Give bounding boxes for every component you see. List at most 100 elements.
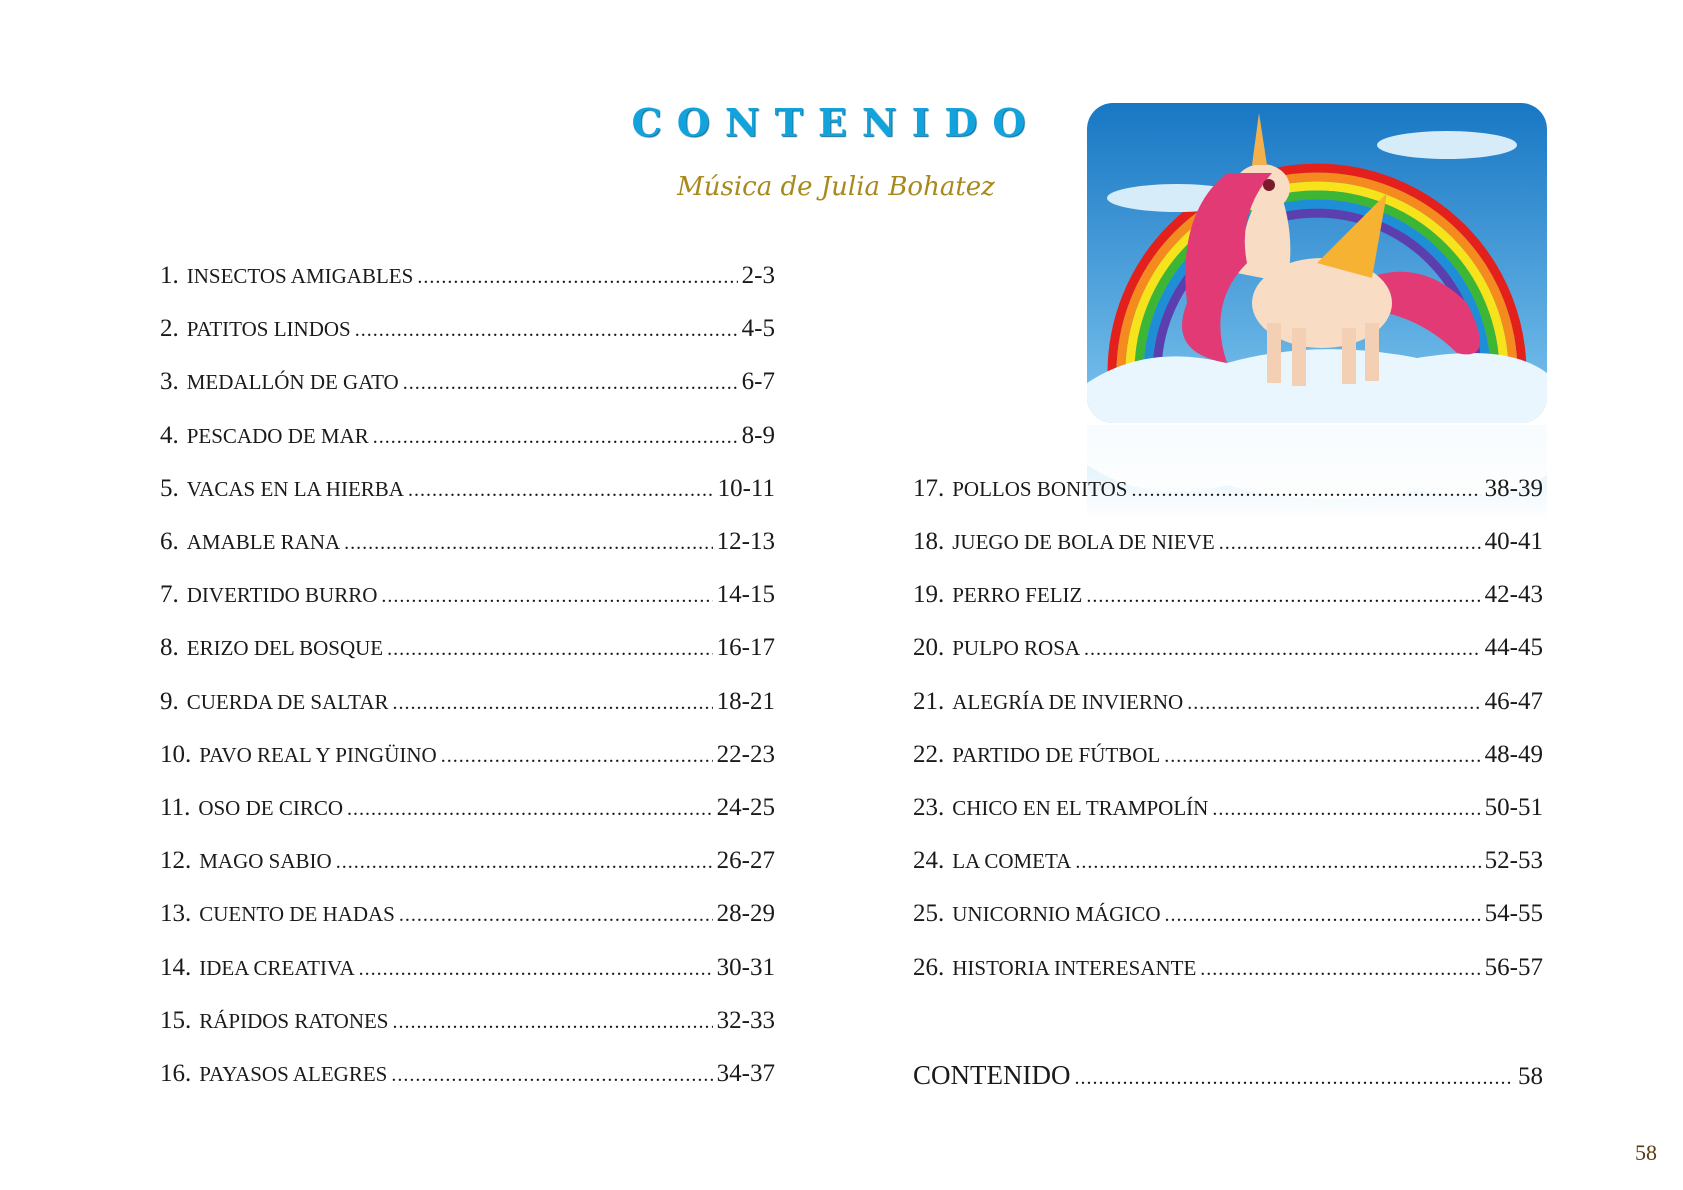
toc-leader-dots: ........................................… bbox=[335, 851, 713, 874]
toc-entry[interactable]: 4. PESCADO DE MAR........................… bbox=[160, 422, 775, 456]
toc-entry-number: 16. bbox=[160, 1060, 192, 1087]
toc-leader-dots: ........................................… bbox=[1187, 691, 1481, 714]
toc-entry-pages: 54-55 bbox=[1484, 900, 1543, 928]
toc-entry-pages: 14-15 bbox=[716, 581, 775, 609]
toc-leader-dots: ........................................… bbox=[387, 638, 713, 661]
toc-entry-number: 7. bbox=[160, 581, 179, 609]
unicorn-illustration bbox=[1087, 103, 1547, 423]
toc-entry[interactable]: 20. PULPO ROSA...........................… bbox=[913, 634, 1543, 668]
toc-leader-dots: ........................................… bbox=[407, 478, 714, 501]
toc-entry-title: HISTORIA INTERESANTE bbox=[952, 955, 1197, 980]
toc-entry-pages: 58 bbox=[1518, 1063, 1543, 1090]
toc-entry-title: VACAS EN LA HIERBA bbox=[186, 476, 404, 501]
toc-entry-pages: 56-57 bbox=[1484, 953, 1543, 981]
toc-entry-number: 21. bbox=[913, 687, 945, 715]
toc-entry[interactable]: 2. PATITOS LINDOS........................… bbox=[160, 315, 775, 349]
toc-entry-number: 19. bbox=[913, 581, 945, 609]
toc-entry-title: ERIZO DEL BOSQUE bbox=[186, 636, 384, 661]
toc-entry[interactable]: 16. PAYASOS ALEGRES......................… bbox=[160, 1060, 775, 1094]
toc-entry-number: 26. bbox=[913, 953, 945, 981]
toc-entry-title: PULPO ROSA bbox=[952, 636, 1081, 661]
toc-entry[interactable]: 22. PARTIDO DE FÚTBOL....................… bbox=[913, 741, 1543, 775]
toc-leader-dots: ........................................… bbox=[1086, 585, 1480, 608]
toc-entry-title: ALEGRÍA DE INVIERNO bbox=[952, 689, 1184, 714]
toc-entry-pages: 4-5 bbox=[741, 315, 775, 343]
toc-entry-pages: 42-43 bbox=[1484, 581, 1543, 609]
toc-leader-dots: ........................................… bbox=[391, 1064, 712, 1086]
toc-entry[interactable]: 10. PAVO REAL Y PINGÜINO.................… bbox=[160, 741, 775, 775]
toc-entry[interactable]: 13. CUENTO DE HADAS......................… bbox=[160, 900, 775, 934]
toc-leader-dots: ........................................… bbox=[440, 744, 713, 767]
toc-entry[interactable]: 8. ERIZO DEL BOSQUE......................… bbox=[160, 634, 775, 668]
toc-entry-title: PERRO FELIZ bbox=[952, 583, 1083, 608]
toc-entry[interactable]: 26. HISTORIA INTERESANTE.................… bbox=[913, 954, 1543, 988]
toc-entry-number: 2. bbox=[160, 315, 179, 343]
toc-leader-dots: ........................................… bbox=[1212, 798, 1480, 820]
toc-entry[interactable]: 17. POLLOS BONITOS.......................… bbox=[913, 475, 1543, 509]
toc-entry-title: MAGO SABIO bbox=[199, 849, 332, 874]
toc-entry-title: RÁPIDOS RATONES bbox=[199, 1008, 389, 1033]
toc-entry[interactable]: 14. IDEA CREATIVA........................… bbox=[160, 954, 775, 988]
toc-entry-pages: 44-45 bbox=[1484, 634, 1543, 662]
unicorn-reflection bbox=[1087, 425, 1547, 520]
page-number: 58 bbox=[1635, 1140, 1657, 1165]
toc-entry-pages: 48-49 bbox=[1484, 740, 1543, 768]
toc-leader-dots: ........................................… bbox=[1131, 478, 1480, 501]
toc-entry[interactable]: 11. OSO DE CIRCO.........................… bbox=[160, 794, 775, 828]
toc-entry[interactable]: 18. JUEGO DE BOLA DE NIEVE...............… bbox=[913, 528, 1543, 562]
toc-entry[interactable]: 7. DIVERTIDO BURRO.......................… bbox=[160, 581, 775, 615]
toc-entry[interactable]: 9. CUERDA DE SALTAR......................… bbox=[160, 688, 775, 722]
toc-entry-title: DIVERTIDO BURRO bbox=[186, 583, 378, 608]
toc-leader-dots: ........................................… bbox=[381, 585, 713, 608]
toc-entry-number: 9. bbox=[160, 687, 179, 715]
toc-entry-contents[interactable]: CONTENIDO ..............................… bbox=[913, 1060, 1543, 1094]
toc-entry-pages: 28-29 bbox=[716, 900, 775, 928]
toc-entry[interactable]: 1. INSECTOS AMIGABLES....................… bbox=[160, 262, 775, 296]
toc-entry-title: PAYASOS ALEGRES bbox=[199, 1062, 388, 1086]
toc-entry-pages: 34-37 bbox=[716, 1060, 775, 1087]
toc-leader-dots: ........................................… bbox=[392, 691, 713, 714]
page-title: CONTENIDO bbox=[631, 100, 1041, 145]
toc-entry[interactable]: 21. ALEGRÍA DE INVIERNO..................… bbox=[913, 688, 1543, 722]
toc-leader-dots: ........................................… bbox=[1075, 851, 1481, 874]
toc-entry-number: 12. bbox=[160, 847, 192, 875]
toc-entry-title: POLLOS BONITOS bbox=[952, 476, 1128, 501]
toc-leader-dots: ........................................… bbox=[1084, 638, 1481, 661]
toc-entry-number: 4. bbox=[160, 421, 179, 449]
toc-leader-dots: ........................................… bbox=[1164, 744, 1480, 767]
toc-entry-title: PESCADO DE MAR bbox=[186, 423, 369, 448]
toc-entry-title: CHICO EN EL TRAMPOLÍN bbox=[952, 796, 1209, 820]
toc-entry-title: OSO DE CIRCO bbox=[198, 796, 344, 820]
toc-entry-number: 8. bbox=[160, 634, 179, 662]
toc-leader-dots: ........................................… bbox=[1200, 957, 1480, 980]
toc-entry-title: LA COMETA bbox=[952, 849, 1072, 874]
toc-entry-title: IDEA CREATIVA bbox=[199, 955, 355, 980]
toc-entry-number: 10. bbox=[160, 740, 192, 768]
toc-entry-title: MEDALLÓN DE GATO bbox=[186, 370, 399, 395]
toc-entry-number: 3. bbox=[160, 368, 179, 396]
toc-entry[interactable]: 24. LA COMETA............................… bbox=[913, 847, 1543, 881]
toc-entry-number: 20. bbox=[913, 634, 945, 662]
toc-entry-pages: 40-41 bbox=[1484, 528, 1543, 555]
toc-entry-pages: 50-51 bbox=[1484, 794, 1543, 821]
toc-entry-pages: 6-7 bbox=[741, 368, 775, 396]
toc-entry-number: 14. bbox=[160, 953, 192, 981]
toc-entry-number: 17. bbox=[913, 474, 945, 502]
toc-entry[interactable]: 6. AMABLE RANA...........................… bbox=[160, 528, 775, 562]
toc-entry[interactable]: 23. CHICO EN EL TRAMPOLÍN................… bbox=[913, 794, 1543, 828]
toc-entry-number: 24. bbox=[913, 847, 945, 875]
toc-entry[interactable]: 19. PERRO FELIZ..........................… bbox=[913, 581, 1543, 615]
toc-leader-dots: ........................................… bbox=[398, 904, 713, 927]
toc-entry-number: 6. bbox=[160, 528, 179, 555]
toc-entry-number: 5. bbox=[160, 474, 179, 502]
toc-entry-number: 18. bbox=[913, 528, 945, 555]
toc-entry[interactable]: 12. MAGO SABIO...........................… bbox=[160, 847, 775, 881]
toc-entry-title: UNICORNIO MÁGICO bbox=[952, 902, 1161, 927]
toc-entry[interactable]: 25. UNICORNIO MÁGICO.....................… bbox=[913, 900, 1543, 934]
toc-entry-pages: 18-21 bbox=[716, 687, 775, 715]
toc-leader-dots: ........................................… bbox=[1164, 904, 1481, 927]
toc-entry[interactable]: 5. VACAS EN LA HIERBA....................… bbox=[160, 475, 775, 509]
toc-entry-pages: 8-9 bbox=[741, 421, 775, 449]
toc-entry[interactable]: 15. RÁPIDOS RATONES......................… bbox=[160, 1007, 775, 1041]
toc-entry[interactable]: 3. MEDALLÓN DE GATO......................… bbox=[160, 368, 775, 402]
